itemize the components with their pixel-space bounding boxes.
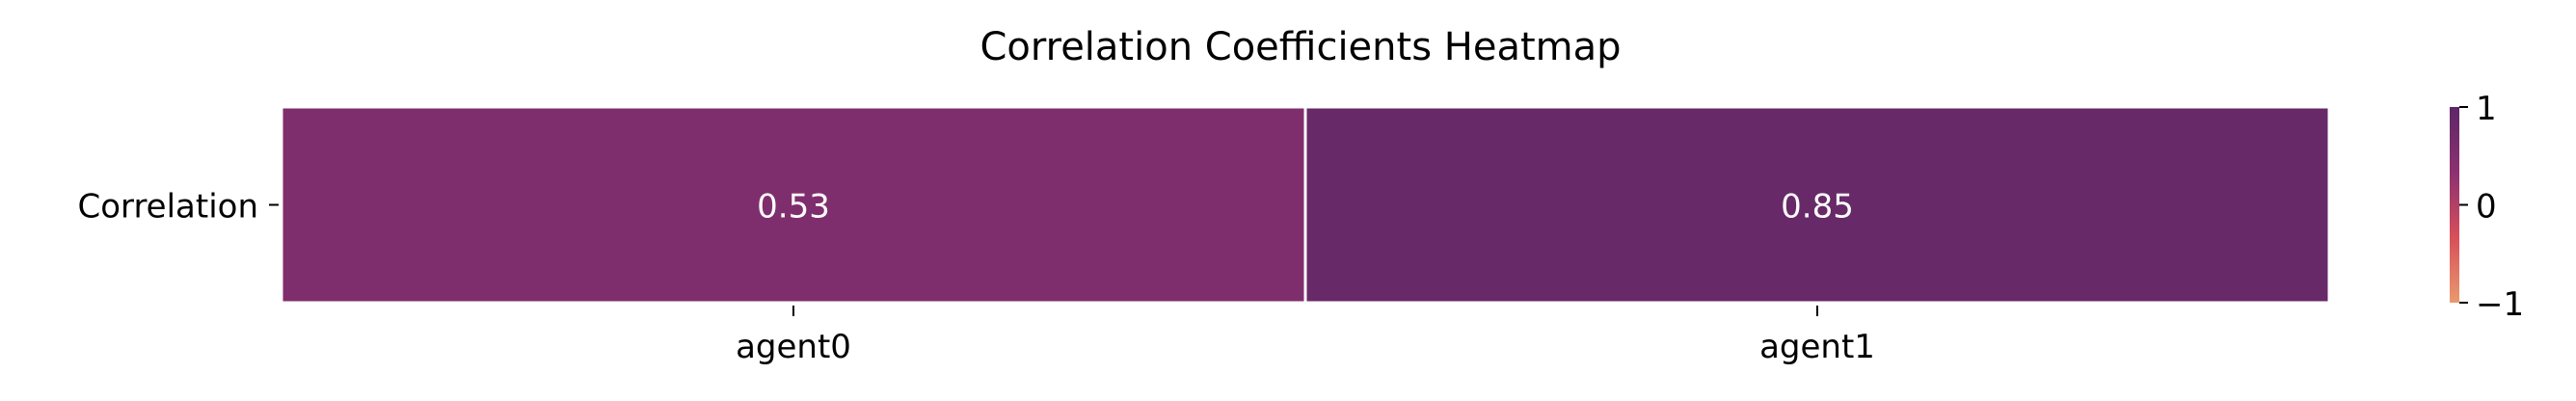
- heatmap-cells: 0.53 0.85: [280, 105, 2331, 305]
- column-label: agent0: [736, 328, 851, 366]
- colorbar-tick-label: −1: [2476, 285, 2524, 324]
- heatmap-cell: [280, 105, 1307, 305]
- cell-value-label: 0.85: [1781, 188, 1854, 227]
- colorbar-tick-label: 1: [2476, 90, 2497, 128]
- row-labels: Correlation: [78, 188, 279, 227]
- chart-title: Correlation Coefficients Heatmap: [979, 25, 1621, 69]
- column-labels: agent0 agent1: [736, 306, 1875, 366]
- colorbar-tick-label: 0: [2476, 188, 2497, 227]
- colorbar: 1 0 −1: [2450, 90, 2524, 324]
- colorbar-ticks: 1 0 −1: [2459, 90, 2524, 324]
- heatmap-cell: [1303, 105, 2331, 305]
- cell-value-label: 0.53: [757, 188, 830, 227]
- row-label: Correlation: [78, 188, 258, 227]
- colorbar-gradient: [2450, 107, 2459, 303]
- column-label: agent1: [1759, 328, 1875, 366]
